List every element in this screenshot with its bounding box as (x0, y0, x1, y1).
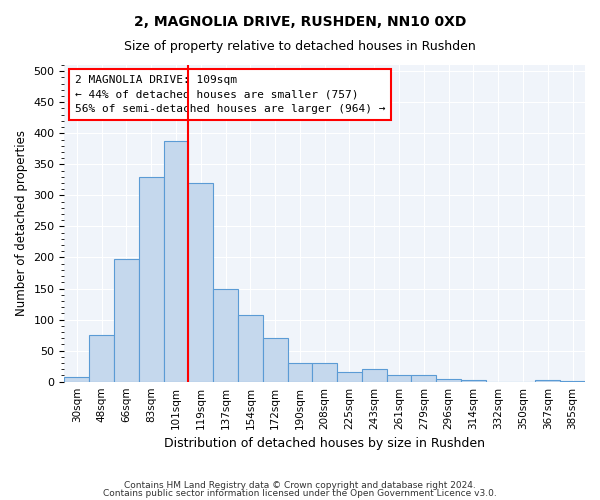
Text: Contains public sector information licensed under the Open Government Licence v3: Contains public sector information licen… (103, 488, 497, 498)
Text: Size of property relative to detached houses in Rushden: Size of property relative to detached ho… (124, 40, 476, 53)
Text: Contains HM Land Registry data © Crown copyright and database right 2024.: Contains HM Land Registry data © Crown c… (124, 481, 476, 490)
Y-axis label: Number of detached properties: Number of detached properties (15, 130, 28, 316)
Bar (386, 376, 412, 382)
Bar (535, 380, 560, 382)
Bar (436, 378, 461, 382)
Bar (313, 363, 337, 382)
Bar (412, 376, 436, 382)
Text: 2, MAGNOLIA DRIVE, RUSHDEN, NN10 0XD: 2, MAGNOLIA DRIVE, RUSHDEN, NN10 0XD (134, 15, 466, 29)
Bar (461, 380, 486, 382)
Bar (164, 142, 188, 382)
Bar (139, 177, 164, 382)
Bar (263, 338, 287, 382)
Bar (64, 376, 89, 382)
Text: 2 MAGNOLIA DRIVE: 109sqm
← 44% of detached houses are smaller (757)
56% of semi-: 2 MAGNOLIA DRIVE: 109sqm ← 44% of detach… (75, 74, 385, 114)
Bar (238, 314, 263, 382)
Bar (188, 183, 213, 382)
Bar (337, 372, 362, 382)
Bar (362, 370, 386, 382)
Bar (213, 288, 238, 382)
Bar (89, 335, 114, 382)
X-axis label: Distribution of detached houses by size in Rushden: Distribution of detached houses by size … (164, 437, 485, 450)
Bar (287, 363, 313, 382)
Bar (560, 381, 585, 382)
Bar (114, 260, 139, 382)
